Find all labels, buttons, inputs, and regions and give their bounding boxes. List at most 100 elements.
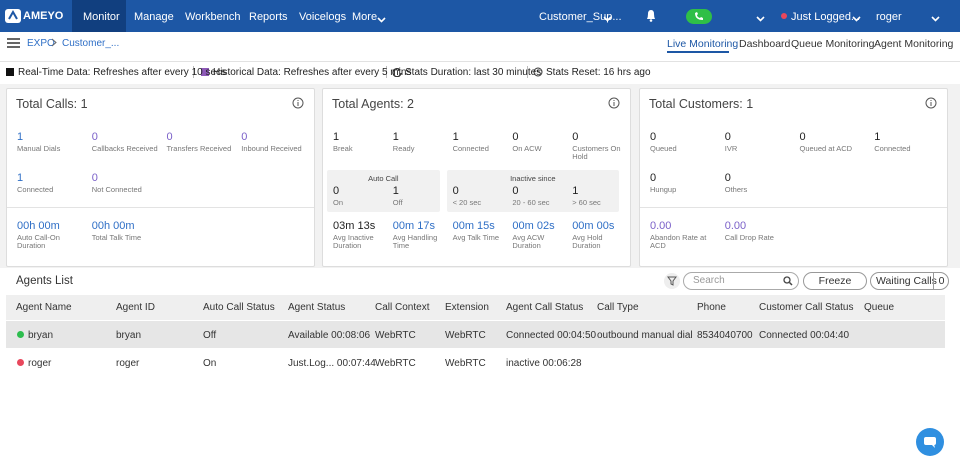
search-icon bbox=[783, 276, 793, 289]
stat-label: Ready bbox=[392, 144, 415, 153]
menu-item[interactable]: Workbench bbox=[185, 11, 241, 23]
stat-value: 0 bbox=[799, 131, 806, 143]
stat-label: Hungup bbox=[650, 185, 677, 194]
stat-group bbox=[327, 170, 440, 212]
stat-value: 00m 15s bbox=[452, 220, 495, 232]
info-icon bbox=[925, 97, 937, 112]
search-placeholder: Search bbox=[693, 275, 725, 286]
user-menu[interactable]: roger bbox=[876, 11, 902, 23]
tab[interactable]: Agent Monitoring bbox=[874, 38, 954, 50]
stat-value: 1 bbox=[17, 172, 24, 184]
tab[interactable]: Live Monitoring bbox=[667, 38, 739, 50]
menu-item[interactable]: More bbox=[352, 11, 378, 23]
chevron bbox=[931, 13, 940, 25]
stat-label: Queued at ACD bbox=[799, 144, 853, 153]
group-title: Inactive since bbox=[510, 174, 556, 183]
waiting-calls[interactable]: Waiting Calls 0 bbox=[870, 272, 949, 290]
status-dot bbox=[781, 13, 787, 19]
menu-icon[interactable] bbox=[7, 38, 20, 48]
divider bbox=[193, 66, 194, 78]
agent-cell: roger bbox=[116, 358, 140, 369]
call-button[interactable] bbox=[686, 9, 712, 24]
info-icon bbox=[608, 97, 620, 112]
agent-cell: Connected 00:04:40 bbox=[759, 330, 850, 341]
agent-cell: On bbox=[203, 358, 217, 369]
stat-value: 1 bbox=[17, 131, 24, 143]
stat-value: 00h 00m bbox=[17, 220, 60, 232]
stat-value: 1 bbox=[333, 131, 340, 143]
filter-button[interactable] bbox=[664, 273, 680, 289]
stat-label: Inbound Received bbox=[241, 144, 302, 153]
agent-cell: Just.Log... 00:07:44 bbox=[288, 358, 376, 369]
info-text: Stats Reset: 16 hrs ago bbox=[546, 67, 651, 78]
stat-label: Not Connected bbox=[91, 185, 142, 194]
tab[interactable]: Dashboard bbox=[739, 38, 791, 50]
legend-square bbox=[201, 68, 209, 76]
column-header: Call Context bbox=[375, 302, 430, 313]
stat-value: 0 bbox=[650, 172, 657, 184]
freeze-button[interactable]: Freeze bbox=[803, 272, 867, 290]
stat-value: 0 bbox=[452, 185, 459, 197]
agent-row[interactable] bbox=[6, 321, 945, 348]
divider bbox=[527, 66, 528, 78]
breadcrumb[interactable]: Customer_... bbox=[62, 38, 120, 49]
stat-panel: Total Agents: 2 1 Break 1 Ready 1 Connected 0 On… bbox=[322, 88, 631, 267]
column-header: Auto Call Status bbox=[203, 302, 275, 313]
agent-cell: bryan bbox=[28, 330, 54, 341]
chevron bbox=[603, 13, 612, 25]
stat-panel: Total Calls: 1 1 Manual Dials 0 Callbacks Re… bbox=[6, 88, 315, 267]
stat-label: Connected bbox=[874, 144, 911, 153]
search-box[interactable]: Search bbox=[683, 272, 799, 290]
stat-panel: Total Customers: 1 0 Queued 0 IVR 0 Queued at … bbox=[639, 88, 948, 267]
stat-value: 00h 00m bbox=[91, 220, 135, 232]
stat-value: 1 bbox=[874, 131, 881, 143]
column-header: Phone bbox=[697, 302, 726, 313]
column-header: Queue bbox=[864, 302, 895, 313]
agent-row[interactable] bbox=[6, 349, 945, 376]
stat-label: On bbox=[333, 198, 344, 207]
logo-icon bbox=[5, 9, 21, 23]
menu-item[interactable]: Voicelogs bbox=[299, 11, 347, 23]
agent-cell: roger bbox=[28, 358, 52, 369]
info-text: Stats Duration: last 30 minutes bbox=[405, 67, 542, 78]
agent-cell: Off bbox=[203, 330, 217, 341]
campaign-select[interactable]: Customer_Sup... bbox=[539, 11, 622, 23]
stat-label: Avg Handling Time bbox=[392, 233, 438, 250]
stat-value: 0 bbox=[91, 172, 98, 184]
column-header: Agent ID bbox=[116, 302, 155, 313]
status-dot bbox=[17, 359, 24, 366]
status-select[interactable]: Just Logged... bbox=[791, 11, 861, 23]
stat-value: 0.00 bbox=[650, 220, 672, 232]
stat-value: 00m 00s bbox=[572, 220, 615, 232]
stat-label: Avg ACW Duration bbox=[512, 233, 545, 250]
tab[interactable]: Queue Monitoring bbox=[791, 38, 875, 50]
info-text: Real-Time Data: Refreshes after every 10… bbox=[18, 67, 227, 78]
stat-value: 00m 02s bbox=[512, 220, 555, 232]
info-text: Historical Data: Refreshes after every 5… bbox=[213, 67, 412, 78]
bell-icon[interactable] bbox=[645, 9, 657, 22]
stat-label: Callbacks Received bbox=[91, 144, 158, 153]
stat-value: 0 bbox=[724, 172, 731, 184]
legend-square bbox=[6, 68, 14, 76]
menu-item[interactable]: Manage bbox=[134, 11, 174, 23]
menu-item[interactable]: Monitor bbox=[83, 11, 120, 23]
stat-group bbox=[446, 170, 619, 212]
agent-cell: inactive 00:06:28 bbox=[506, 358, 582, 369]
agent-cell: WebRTC bbox=[445, 358, 486, 369]
column-header: Agent Status bbox=[288, 302, 346, 313]
stat-value: 1 bbox=[452, 131, 459, 143]
stat-label: Connected bbox=[17, 185, 54, 194]
refresh-icon bbox=[392, 67, 402, 80]
stat-value: 0 bbox=[650, 131, 657, 143]
stat-value: 0 bbox=[91, 131, 98, 143]
chat-button[interactable] bbox=[916, 428, 944, 456]
stat-label: > 60 sec bbox=[572, 198, 601, 207]
breadcrumb[interactable]: EXPO bbox=[27, 38, 55, 49]
active-menu-bg bbox=[72, 0, 126, 32]
agent-cell: WebRTC bbox=[375, 330, 416, 341]
waiting-label: Waiting Calls bbox=[876, 275, 937, 287]
stat-value: 1 bbox=[392, 185, 399, 197]
stat-value: 0 bbox=[333, 185, 340, 197]
menu-item[interactable]: Reports bbox=[249, 11, 288, 23]
